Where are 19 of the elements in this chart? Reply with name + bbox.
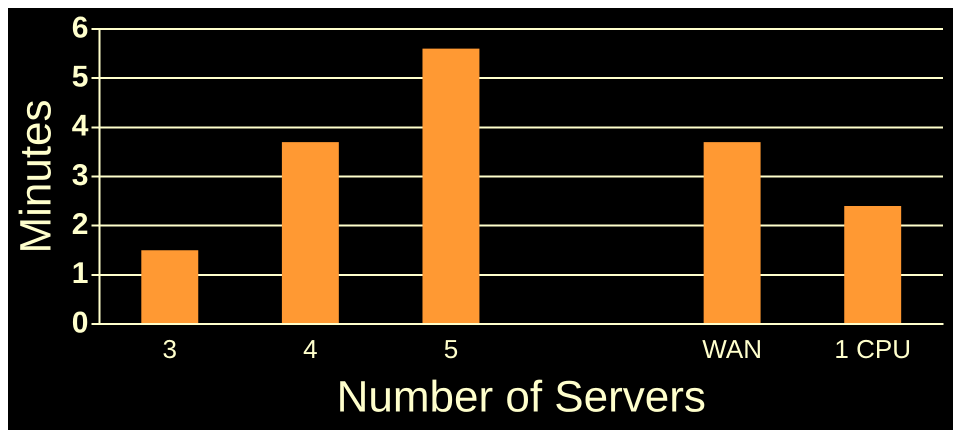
- y-tick-label: 4: [72, 110, 89, 143]
- y-tick-label: 5: [72, 60, 88, 94]
- bar: [282, 142, 339, 323]
- x-tick-label: 3: [162, 334, 178, 364]
- y-axis-title: Minutes: [12, 99, 61, 254]
- y-tick-label: 1: [72, 257, 88, 290]
- x-tick-label: 1 CPU: [834, 334, 911, 364]
- x-axis-title: Number of Servers: [336, 372, 706, 422]
- y-tick-label: 0: [72, 306, 88, 340]
- x-tick-label: WAN: [702, 334, 762, 364]
- y-tick-label: 6: [72, 11, 88, 44]
- bar: [844, 206, 902, 323]
- y-tick-label: 3: [72, 158, 88, 192]
- x-tick-label: 5: [444, 334, 458, 364]
- bar: [422, 48, 480, 323]
- bar: [704, 142, 761, 323]
- bar: [141, 250, 198, 323]
- x-tick-label: 4: [303, 334, 318, 364]
- y-tick-label: 2: [72, 208, 88, 241]
